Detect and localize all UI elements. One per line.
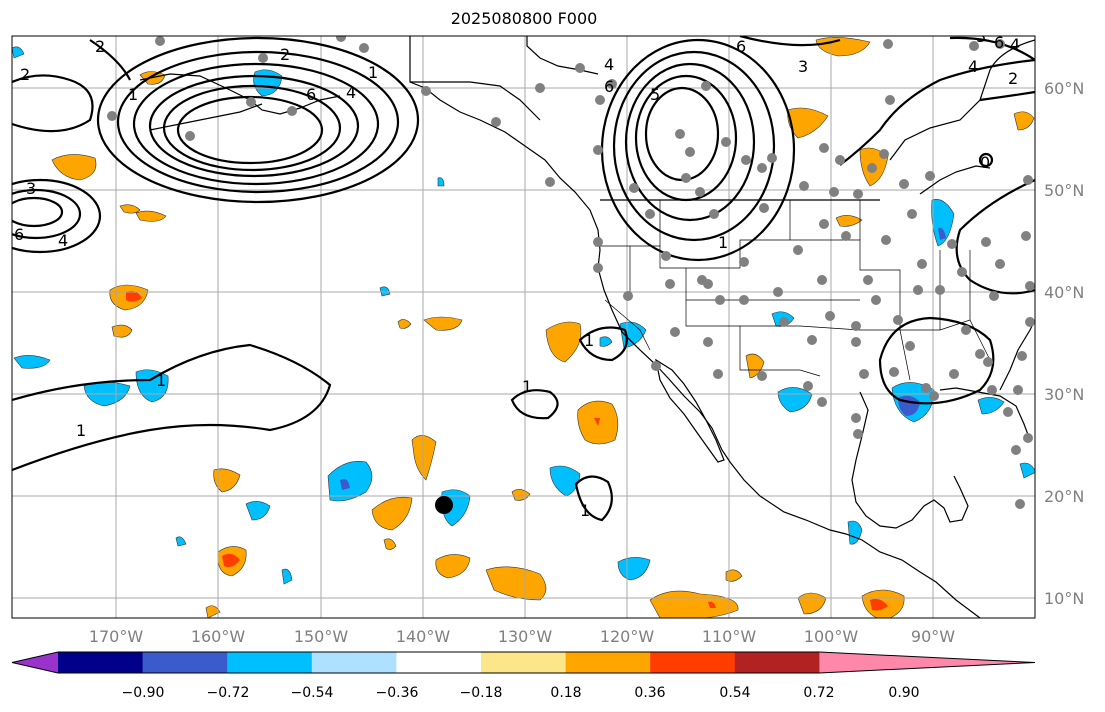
contour-label: 3	[976, 27, 986, 46]
station-markers	[107, 36, 1035, 509]
contour-label: 2	[280, 45, 290, 64]
colorbar-segment	[58, 652, 144, 673]
lon-tick-label: 160°W	[191, 627, 246, 646]
colorbar-segment	[227, 652, 313, 673]
contour-label: 5	[650, 85, 660, 104]
contour-label: 1	[580, 501, 590, 520]
anomaly-fields	[12, 37, 1035, 618]
contour-label: 1	[76, 421, 86, 440]
colorbar-segment	[311, 652, 397, 673]
contour-label: 6	[604, 77, 614, 96]
colorbar-tick-label: 0.18	[550, 685, 581, 701]
contour-label: 6	[306, 85, 316, 104]
colorbar-outline	[11, 651, 1036, 674]
longitude-labels: 170°W 160°W 150°W 140°W 130°W 120°W 110°…	[89, 627, 955, 646]
lat-tick-label: 20°N	[1044, 487, 1084, 506]
colorbar-segment	[142, 652, 228, 673]
lon-tick-label: 150°W	[294, 627, 349, 646]
colorbar-extend-low	[12, 652, 58, 673]
contour-label: 2	[20, 65, 30, 84]
contour-label: 6	[14, 225, 24, 244]
map-background	[12, 36, 1035, 618]
colorbar-segment	[650, 652, 736, 673]
colorbar-segment	[396, 652, 482, 673]
lon-tick-label: 110°W	[702, 627, 757, 646]
colorbar-tick-label: −0.90	[122, 685, 165, 701]
colorbar-tick-label: −0.36	[376, 685, 419, 701]
contour-label: 2	[95, 37, 105, 56]
colorbar-tick-labels: −0.90 −0.72 −0.54 −0.36 −0.18 0.18 0.36 …	[122, 685, 920, 701]
contour-label: 6	[994, 33, 1004, 52]
contour-label: 2	[1008, 69, 1018, 88]
lon-tick-label: 100°W	[804, 627, 859, 646]
lat-tick-label: 60°N	[1044, 79, 1084, 98]
colorbar	[11, 651, 1036, 674]
contour-label: 4	[968, 57, 978, 76]
contour-label: 4	[604, 55, 614, 74]
map-frame	[11, 35, 1036, 619]
colorbar-segment	[565, 652, 651, 673]
lon-tick-label: 130°W	[498, 627, 553, 646]
lat-tick-label: 10°N	[1044, 589, 1084, 608]
contour-label: 1	[368, 63, 378, 82]
lat-tick-label: 40°N	[1044, 283, 1084, 302]
colorbar-tick-label: 0.72	[803, 685, 834, 701]
latitude-labels: 10°N 20°N 30°N 40°N 50°N 60°N	[1044, 79, 1084, 608]
map-title: 2025080800 F000	[450, 9, 598, 28]
colorbar-segment	[481, 652, 567, 673]
lon-tick-label: 90°W	[911, 627, 955, 646]
contour-label: 0	[980, 153, 990, 172]
colorbar-tick-label: −0.54	[291, 685, 334, 701]
colorbar-tick-label: 0.90	[888, 685, 919, 701]
lat-tick-label: 30°N	[1044, 385, 1084, 404]
contour-label: 1	[584, 331, 594, 350]
selected-location-marker	[435, 496, 453, 514]
colorbar-extend-high	[819, 652, 1035, 673]
contour-label: 4	[1010, 35, 1020, 54]
colorbar-tick-label: 0.54	[719, 685, 750, 701]
contour-label: 1	[718, 233, 728, 252]
lat-tick-label: 50°N	[1044, 181, 1084, 200]
colorbar-tick-label: −0.72	[207, 685, 250, 701]
contour-label: 6	[736, 37, 746, 56]
contour-label: 4	[346, 83, 356, 102]
lon-tick-label: 170°W	[89, 627, 144, 646]
colorbar-segment	[734, 652, 820, 673]
contour-label: 1	[156, 371, 166, 390]
colorbar-tick-label: 0.36	[634, 685, 665, 701]
colorbar-tick-label: −0.18	[460, 685, 503, 701]
contour-label: 1	[522, 377, 532, 396]
graticule	[12, 36, 1035, 618]
contour-label: 3	[798, 57, 808, 76]
contour-label: 4	[58, 231, 68, 250]
contour-label: 3	[26, 179, 36, 198]
lon-tick-label: 120°W	[600, 627, 655, 646]
contour-label: 1	[128, 85, 138, 104]
contour-labels: 2 2 1 6 4 6 4 3 1 2 6 4 6 5 3 4 2 1 1 1 …	[14, 27, 1020, 520]
lon-tick-label: 140°W	[396, 627, 451, 646]
